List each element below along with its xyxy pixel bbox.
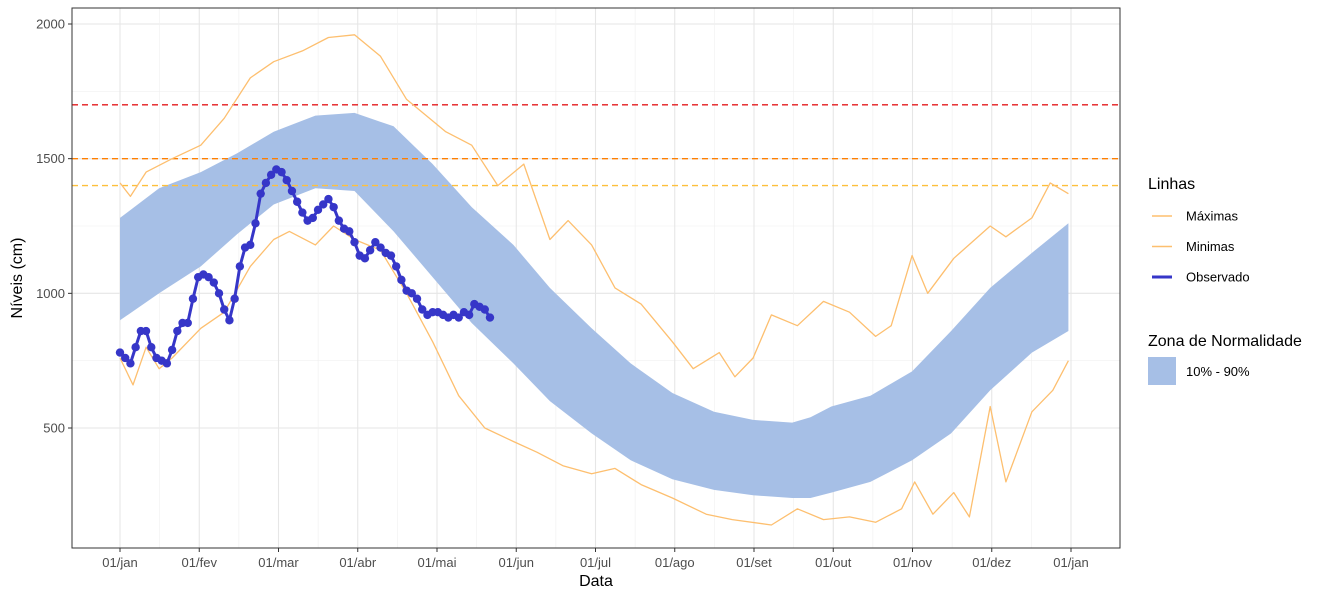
observado-point	[235, 262, 245, 271]
observado-point	[334, 216, 344, 225]
observado-point	[147, 343, 156, 352]
x-tick-label: 01/jan	[1053, 555, 1088, 570]
observado-point	[412, 294, 422, 303]
observado-point	[230, 294, 239, 303]
observado-point	[391, 262, 401, 271]
observado-point	[209, 278, 218, 287]
x-tick-label: 01/jan	[102, 555, 137, 570]
x-tick-label: 01/jul	[580, 555, 611, 570]
observado-point	[188, 294, 198, 303]
y-tick-label: 1500	[36, 151, 65, 166]
observado-point	[282, 176, 291, 185]
x-tick-label: 01/fev	[182, 555, 218, 570]
observado-point	[256, 189, 265, 198]
observado-point	[376, 243, 385, 252]
series-line-m-ximas	[119, 34, 1069, 378]
legend: Linhas Máximas Minimas Observado Zona de Nor…	[1148, 176, 1302, 385]
y-tick-label: 1000	[36, 286, 65, 301]
normality-band	[120, 112, 1069, 499]
observado-point	[173, 326, 182, 336]
observado-point	[261, 178, 271, 188]
x-tick-label: 01/dez	[972, 555, 1011, 570]
observado-point	[329, 202, 338, 212]
observado-point	[183, 318, 192, 328]
observado-point	[324, 194, 333, 204]
observado-point	[246, 240, 255, 250]
observado-point	[350, 237, 359, 247]
y-tick-label: 2000	[36, 17, 65, 32]
x-tick-label: 01/jun	[499, 555, 534, 570]
observado-point	[386, 251, 396, 260]
observado-point	[121, 353, 130, 363]
x-tick-label: 01/set	[736, 555, 772, 570]
x-tick-label: 01/out	[815, 555, 852, 570]
legend-label: Observado	[1186, 270, 1250, 285]
legend-label-band: 10% - 90%	[1186, 364, 1250, 379]
legend-label: Máximas	[1186, 209, 1239, 224]
x-axis-title: Data	[579, 573, 613, 590]
observado-point	[225, 316, 234, 325]
legend-key-band	[1148, 357, 1176, 385]
legend-title-zone: Zona de Normalidade	[1148, 333, 1302, 350]
observado-point	[313, 205, 323, 215]
observado-point	[407, 289, 417, 298]
observado-point	[277, 167, 286, 177]
observado-point	[141, 326, 151, 336]
observado-point	[418, 305, 427, 314]
legend-title-lines: Linhas	[1148, 176, 1195, 193]
legend-label: Minimas	[1186, 239, 1235, 254]
y-tick-label: 500	[43, 421, 65, 436]
observado-point	[397, 275, 406, 285]
observado-point	[454, 313, 463, 322]
observado-point	[345, 227, 354, 236]
observado-point	[126, 359, 135, 368]
series-line-minimas	[119, 225, 1069, 526]
y-axis-title: Níveis (cm)	[9, 238, 26, 319]
observado-point	[485, 313, 495, 322]
x-tick-label: 01/abr	[339, 555, 377, 570]
observado-point	[251, 219, 260, 228]
observado-point	[266, 170, 276, 180]
observado-point	[292, 197, 302, 206]
observado-point	[308, 213, 318, 223]
observado-point	[319, 200, 328, 209]
x-tick-label: 01/nov	[893, 555, 933, 570]
x-tick-label: 01/mai	[417, 555, 456, 570]
observado-point	[131, 343, 140, 352]
observado-point	[360, 254, 370, 263]
observado-point	[214, 289, 224, 298]
observado-point	[162, 359, 172, 368]
x-tick-label: 01/mar	[258, 555, 299, 570]
observado-point	[298, 208, 307, 217]
observado-point	[167, 345, 177, 355]
x-tick-label: 01/ago	[655, 555, 695, 570]
observado-point	[115, 348, 125, 357]
observado-point	[220, 305, 229, 314]
observado-point	[464, 310, 474, 320]
observado-point	[365, 246, 375, 255]
observado-point	[371, 237, 380, 247]
observado-point	[480, 305, 489, 314]
observado-point	[287, 186, 297, 196]
observado-point	[204, 272, 213, 282]
